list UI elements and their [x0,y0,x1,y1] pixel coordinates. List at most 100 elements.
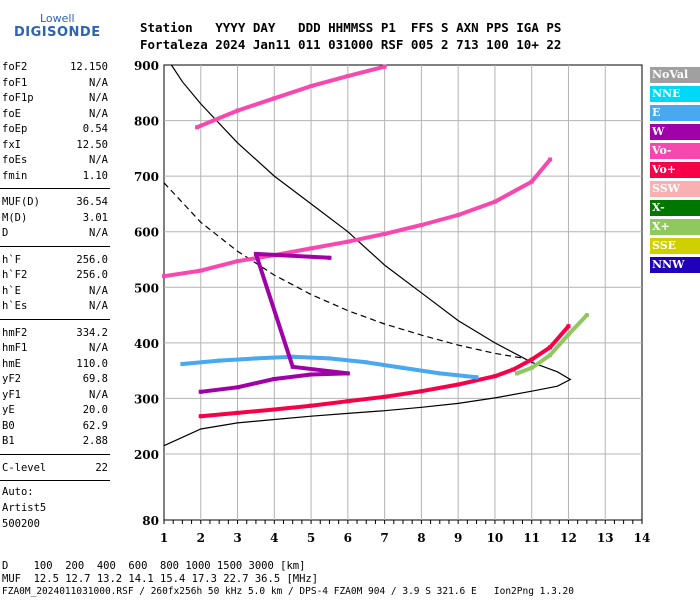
footer-muf-row: MUF 12.5 12.7 13.2 14.1 15.4 17.3 22.7 3… [2,573,319,585]
param-value: 36.54 [76,196,108,208]
x-tick-label: 12 [560,531,577,545]
echo-point [584,313,589,318]
x-tick-label: 13 [597,531,614,545]
legend-item: SSW [650,181,700,197]
legend-item: X- [650,200,700,216]
x-tick-label: 8 [417,531,425,545]
legend-item: NNW [650,257,700,273]
footer-file-info: FZA0M_2024011031000.RSF / 260fx256h 50 k… [2,586,574,597]
param-value: N/A [89,227,108,239]
param-row: fxI 12.50 [2,138,108,152]
echo-point [456,213,461,218]
param-name: B1 [2,435,15,447]
param-row: M(D) 3.01 [2,211,108,225]
echo-point [529,357,534,362]
param-value: 22 [95,461,108,474]
echo-point [529,179,534,184]
param-row: C-level 22 [2,461,108,475]
echo-point [492,199,497,204]
param-row: yE 20.0 [2,403,108,417]
param-value: N/A [89,92,108,104]
param-separator [0,453,110,455]
param-value: N/A [89,342,108,354]
param-row: foEp 0.54 [2,122,108,136]
param-row: hmE 110.0 [2,357,108,371]
echo-point [162,274,166,279]
param-value: 256.0 [76,269,108,281]
echo-trace [198,251,350,394]
param-row: foF1p N/A [2,91,108,105]
legend-item: W [650,124,700,140]
echo-point [566,324,571,329]
param-name: D [2,227,9,239]
param-name: fxI [2,138,21,151]
y-tick-label: 800 [134,115,159,129]
param-name: h`F [2,253,21,266]
auto-label: Auto: [2,486,34,498]
echo-point [309,84,314,89]
param-row: hmF2 334.2 [2,326,108,340]
param-value: 20.0 [82,404,108,416]
echo-point [345,399,350,404]
legend-item: NoVal [650,67,700,83]
echo-point [272,376,277,381]
param-separator [0,188,110,189]
param-value: 0.54 [82,123,108,135]
param-value: N/A [89,154,108,166]
echo-point [217,358,222,363]
echo-point [548,157,553,162]
param-name: h`F2 [2,269,28,281]
x-tick-label: 4 [270,531,278,545]
echo-point [419,223,424,228]
echo-point [198,389,203,394]
legend-item: Vo+ [650,162,700,178]
param-name: C-level [2,461,47,474]
x-tick-label: 14 [634,531,651,545]
echo-point [180,361,185,366]
param-name: foEs [2,154,28,166]
plot-frame [163,64,643,521]
echo-point [492,374,497,379]
x-tick-label: 2 [197,531,205,545]
param-row: foF1 N/A [2,76,108,90]
echo-point [309,403,314,408]
param-row: foEs N/A [2,153,108,167]
param-value: N/A [89,107,108,120]
param-value: 256.0 [76,253,108,266]
param-value: N/A [89,284,108,297]
logo-lowell: Lowell [40,12,75,25]
legend-item: NNE [650,86,700,102]
parameter-panel: foF2 12.150 foF1 N/A foF1p N/A foE N/A foEp 0.54 f… [0,60,112,481]
param-value: 1.10 [82,169,108,182]
y-tick-label: 600 [134,226,159,240]
echo-point [327,356,332,361]
echo-point [548,345,553,350]
param-row: D N/A [2,226,108,240]
echo-point [198,268,203,273]
param-name: h`E [2,284,21,297]
echo-point [235,259,240,264]
echo-point [529,365,534,370]
header-values: Fortaleza 2024 Jan11 011 031000 RSF 005 … [140,37,562,52]
echo-point [253,251,258,256]
param-name: MUF(D) [2,196,40,208]
echo-point [309,246,314,251]
param-row: h`Es N/A [2,299,108,313]
y-tick-label: 500 [134,281,159,295]
param-value: 334.2 [76,326,108,339]
param-name: hmF2 [2,326,28,339]
param-row: h`F2 256.0 [2,268,108,282]
echo-point [437,371,442,376]
header-labels: Station YYYY DAY DDD HHMMSS P1 FFS S AXN… [140,20,562,35]
param-value: 62.9 [82,419,108,432]
param-name: foF1p [2,92,34,104]
echo-point [401,365,405,370]
echo-point [345,74,350,79]
echo-point [382,394,387,399]
param-row: MUF(D) 36.54 [2,195,108,209]
param-name: M(D) [2,211,28,224]
echo-point [474,375,479,380]
y-tick-label: 900 [134,59,159,73]
x-tick-label: 10 [487,531,504,545]
echo-point [198,414,203,419]
